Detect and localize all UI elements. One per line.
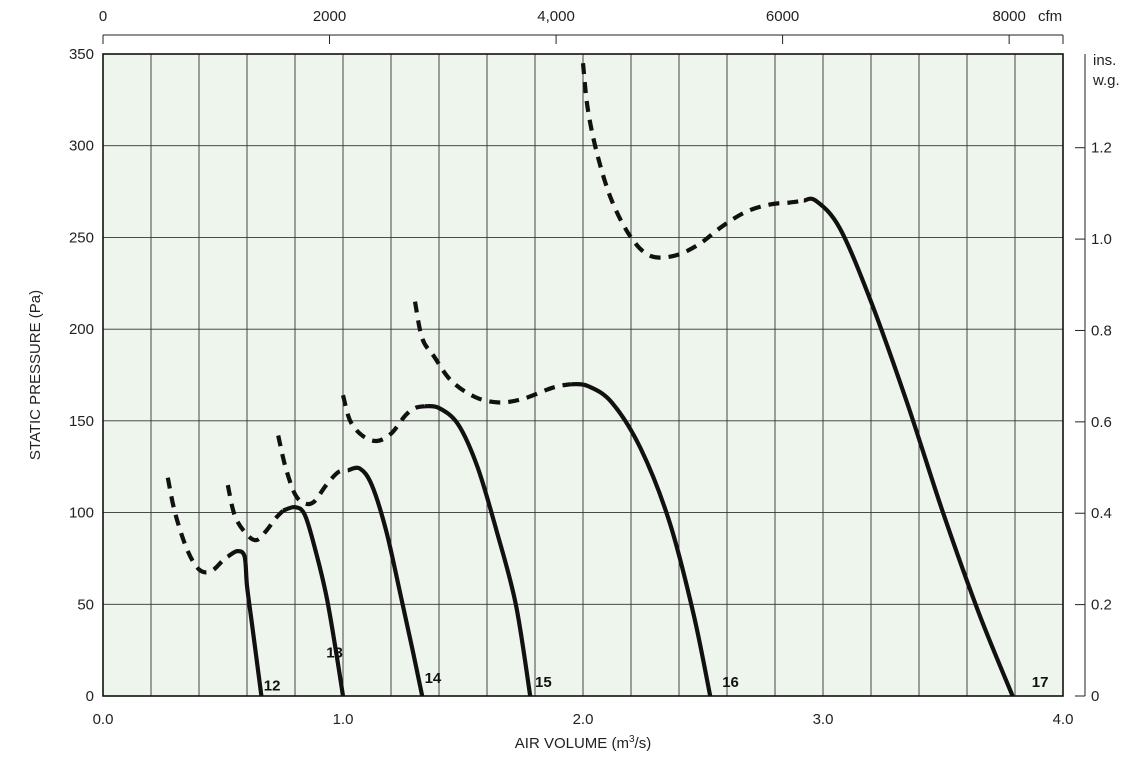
curve-15-operating-line	[424, 403, 533, 697]
top-axis-unit: cfm	[1038, 8, 1062, 25]
top-tick-label: 0	[99, 8, 107, 25]
x-tick-label: 3.0	[813, 711, 834, 728]
curve-13-operating-line	[282, 504, 346, 697]
curve-15: 15	[340, 394, 552, 697]
curve-17: 17	[580, 62, 1049, 697]
curve-label: 14	[425, 670, 442, 687]
bottom-axis: 0.0 1.0 2.0 3.0 4.0	[93, 711, 1074, 728]
y-tick-label: 0	[86, 688, 94, 705]
curve-16-stall-region	[412, 301, 572, 405]
y-tick-label: 100	[69, 505, 94, 522]
right-axis-unit-line1: ins.	[1093, 52, 1116, 69]
top-tick-label: 8000	[992, 8, 1025, 25]
x-axis-title-main: AIR VOLUME (m	[515, 735, 629, 752]
curve-label: 17	[1032, 674, 1049, 691]
curve-17-operating-line	[803, 196, 1015, 697]
y-tick-label: 300	[69, 138, 94, 155]
grid-lines	[103, 54, 1063, 696]
x-axis-title: AIR VOLUME (m3/s)	[515, 734, 651, 752]
right-tick-label: 0.8	[1091, 322, 1112, 339]
curve-12-operating-line	[226, 548, 264, 697]
right-tick-label: 0.4	[1091, 505, 1112, 522]
curve-label: 15	[535, 674, 552, 691]
x-axis-title-superscript: 3	[629, 734, 635, 745]
left-axis: 0 50 100 150 200 250 300 350	[69, 46, 94, 705]
right-tick-label: 0	[1091, 688, 1099, 705]
y-axis-title: STATIC PRESSURE (Pa)	[27, 290, 44, 460]
curve-13-stall-region	[225, 484, 285, 543]
top-tick-label: 4,000	[537, 8, 575, 25]
curve-label: 13	[326, 644, 343, 661]
x-axis-title-tail: /s)	[635, 735, 652, 752]
curve-14-stall-region	[276, 435, 349, 507]
top-tick-label: 6000	[766, 8, 799, 25]
curve-15-stall-region	[340, 394, 425, 444]
curve-17-stall-region	[580, 62, 805, 260]
x-tick-label: 4.0	[1053, 711, 1074, 728]
y-tick-label: 150	[69, 413, 94, 430]
right-axis: 0 0.2 0.4 0.6 0.8 1.0 1.2	[1075, 54, 1112, 705]
right-tick-label: 1.0	[1091, 231, 1112, 248]
x-tick-label: 1.0	[333, 711, 354, 728]
plot-frame	[102, 53, 1064, 697]
x-tick-label: 2.0	[573, 711, 594, 728]
y-tick-label: 250	[69, 229, 94, 246]
curve-14-operating-line	[347, 465, 425, 697]
curve-13: 13	[225, 484, 346, 697]
y-tick-label: 350	[69, 46, 94, 63]
curve-label: 16	[722, 674, 739, 691]
curve-group: 12 13 14 15 16 17	[165, 62, 1049, 697]
curve-14: 14	[276, 435, 442, 697]
right-axis-unit-line2: w.g.	[1092, 72, 1120, 89]
right-tick-label: 0.2	[1091, 597, 1112, 614]
curve-16-operating-line	[570, 381, 713, 697]
top-tick-label: 2000	[313, 8, 346, 25]
curve-16: 16	[412, 301, 739, 697]
top-axis: 0 2000 4,000 6000 8000	[99, 8, 1064, 44]
curve-12-stall-region	[165, 477, 230, 575]
x-tick-label: 0.0	[93, 711, 114, 728]
y-tick-label: 200	[69, 321, 94, 338]
right-tick-label: 0.6	[1091, 414, 1112, 431]
curve-label: 12	[264, 677, 281, 694]
y-tick-label: 50	[77, 596, 94, 613]
right-tick-label: 1.2	[1091, 140, 1112, 157]
curve-12: 12	[165, 477, 281, 697]
